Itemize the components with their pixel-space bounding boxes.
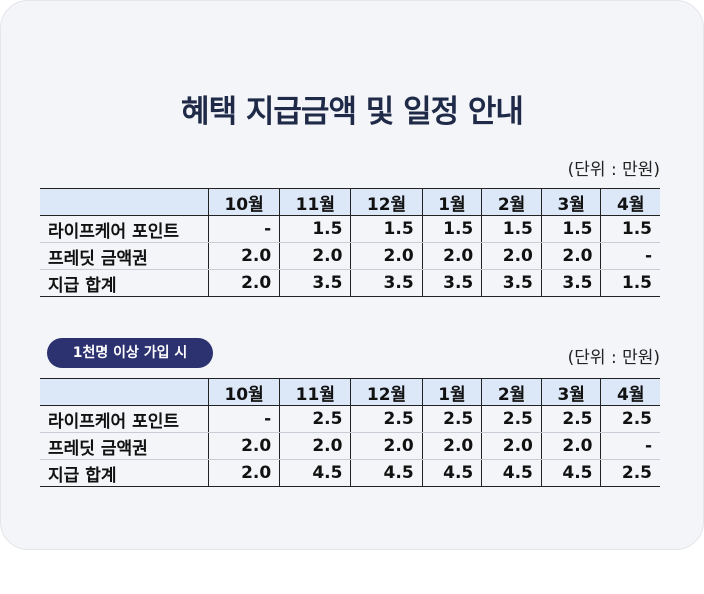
unit-label: (단위 : 만원) xyxy=(567,348,660,368)
header-row: 10월 11월 12월 1월 2월 3월 4월 xyxy=(40,188,660,216)
cell: 2.0 xyxy=(207,242,280,270)
row-label: 라이프케어 포인트 xyxy=(40,215,209,243)
cell: 1.5 xyxy=(600,269,660,297)
cell: 2.5 xyxy=(421,405,482,433)
cell: 1.5 xyxy=(600,215,660,243)
cell: 2.5 xyxy=(481,405,542,433)
table: 10월 11월 12월 1월 2월 3월 4월 라이프케어 포인트 -2.5 2.5 2.5 2.5 2… xyxy=(40,378,660,487)
cell: 2.0 xyxy=(540,242,601,270)
cell: 2.0 xyxy=(350,432,423,460)
row-label: 지급 합계 xyxy=(40,459,209,487)
cell: 2.0 xyxy=(481,242,542,270)
cell: 2.5 xyxy=(600,405,660,433)
row: 라이프케어 포인트 -2.5 2.5 2.5 2.5 2.5 2.5 xyxy=(40,405,660,433)
cell: - xyxy=(207,215,280,243)
cell: 1.5 xyxy=(279,215,351,243)
cell: 2.5 xyxy=(600,459,660,487)
cell: 2.0 xyxy=(350,242,423,270)
header-cell: 2월 xyxy=(481,188,542,216)
cell: 2.0 xyxy=(421,242,482,270)
header-cell xyxy=(40,188,209,216)
header-cell xyxy=(40,378,209,406)
row-label: 라이프케어 포인트 xyxy=(40,405,209,433)
header-cell: 3월 xyxy=(540,378,601,406)
row-label: 프레딧 금액권 xyxy=(40,242,209,270)
header-cell: 11월 xyxy=(279,378,351,406)
header-cell: 10월 xyxy=(207,188,280,216)
cell: 2.5 xyxy=(540,405,601,433)
cell: 4.5 xyxy=(421,459,482,487)
cell: 2.0 xyxy=(279,242,351,270)
header-cell: 1월 xyxy=(421,188,482,216)
header-cell: 12월 xyxy=(350,378,423,406)
cell: - xyxy=(600,242,660,270)
row: 프레딧 금액권 2.0 2.0 2.0 2.0 2.0 2.0- xyxy=(40,432,660,460)
cell: 2.0 xyxy=(421,432,482,460)
header-cell: 1월 xyxy=(421,378,482,406)
header-cell: 10월 xyxy=(207,378,280,406)
header-cell: 3월 xyxy=(540,188,601,216)
cell: 1.5 xyxy=(481,215,542,243)
unit-label: (단위 : 만원) xyxy=(567,160,660,180)
cell: 2.5 xyxy=(279,405,351,433)
title: 혜택 지급금액 및 일정 안내 xyxy=(181,94,524,130)
cell: 1.5 xyxy=(350,215,423,243)
cell: 3.5 xyxy=(279,269,351,297)
cell: - xyxy=(207,405,280,433)
cell: 3.5 xyxy=(481,269,542,297)
cell: - xyxy=(600,432,660,460)
row: 지급 합계 2.0 3.5 3.5 3.5 3.5 3.5 1.5 xyxy=(40,269,660,297)
cell: 3.5 xyxy=(421,269,482,297)
row-label: 지급 합계 xyxy=(40,269,209,297)
cell: 2.0 xyxy=(481,432,542,460)
header-cell: 4월 xyxy=(600,188,660,216)
cell: 2.0 xyxy=(207,269,280,297)
cell: 2.0 xyxy=(207,459,280,487)
cell: 4.5 xyxy=(481,459,542,487)
cell: 3.5 xyxy=(540,269,601,297)
cell: 1.5 xyxy=(540,215,601,243)
header-cell: 11월 xyxy=(279,188,351,216)
row: 라이프케어 포인트 -1.5 1.5 1.5 1.5 1.5 1.5 xyxy=(40,215,660,243)
header-cell: 2월 xyxy=(481,378,542,406)
cell: 2.0 xyxy=(540,432,601,460)
row: 지급 합계 2.0 4.5 4.5 4.5 4.5 4.5 2.5 xyxy=(40,459,660,487)
header-row: 10월 11월 12월 1월 2월 3월 4월 xyxy=(40,378,660,406)
table: 10월 11월 12월 1월 2월 3월 4월 라이프케어 포인트 -1.5 1.5 1.5 1.5 1… xyxy=(40,188,660,297)
row: 프레딧 금액권 2.0 2.0 2.0 2.0 2.0 2.0- xyxy=(40,242,660,270)
cell: 4.5 xyxy=(350,459,423,487)
cell: 2.0 xyxy=(279,432,351,460)
cell: 2.5 xyxy=(350,405,423,433)
badge: 1천명 이상 가입 시 xyxy=(47,338,213,368)
header-cell: 12월 xyxy=(350,188,423,216)
cell: 4.5 xyxy=(540,459,601,487)
cell: 2.0 xyxy=(207,432,280,460)
row-label: 프레딧 금액권 xyxy=(40,432,209,460)
header-cell: 4월 xyxy=(600,378,660,406)
cell: 4.5 xyxy=(279,459,351,487)
cell: 3.5 xyxy=(350,269,423,297)
cell: 1.5 xyxy=(421,215,482,243)
